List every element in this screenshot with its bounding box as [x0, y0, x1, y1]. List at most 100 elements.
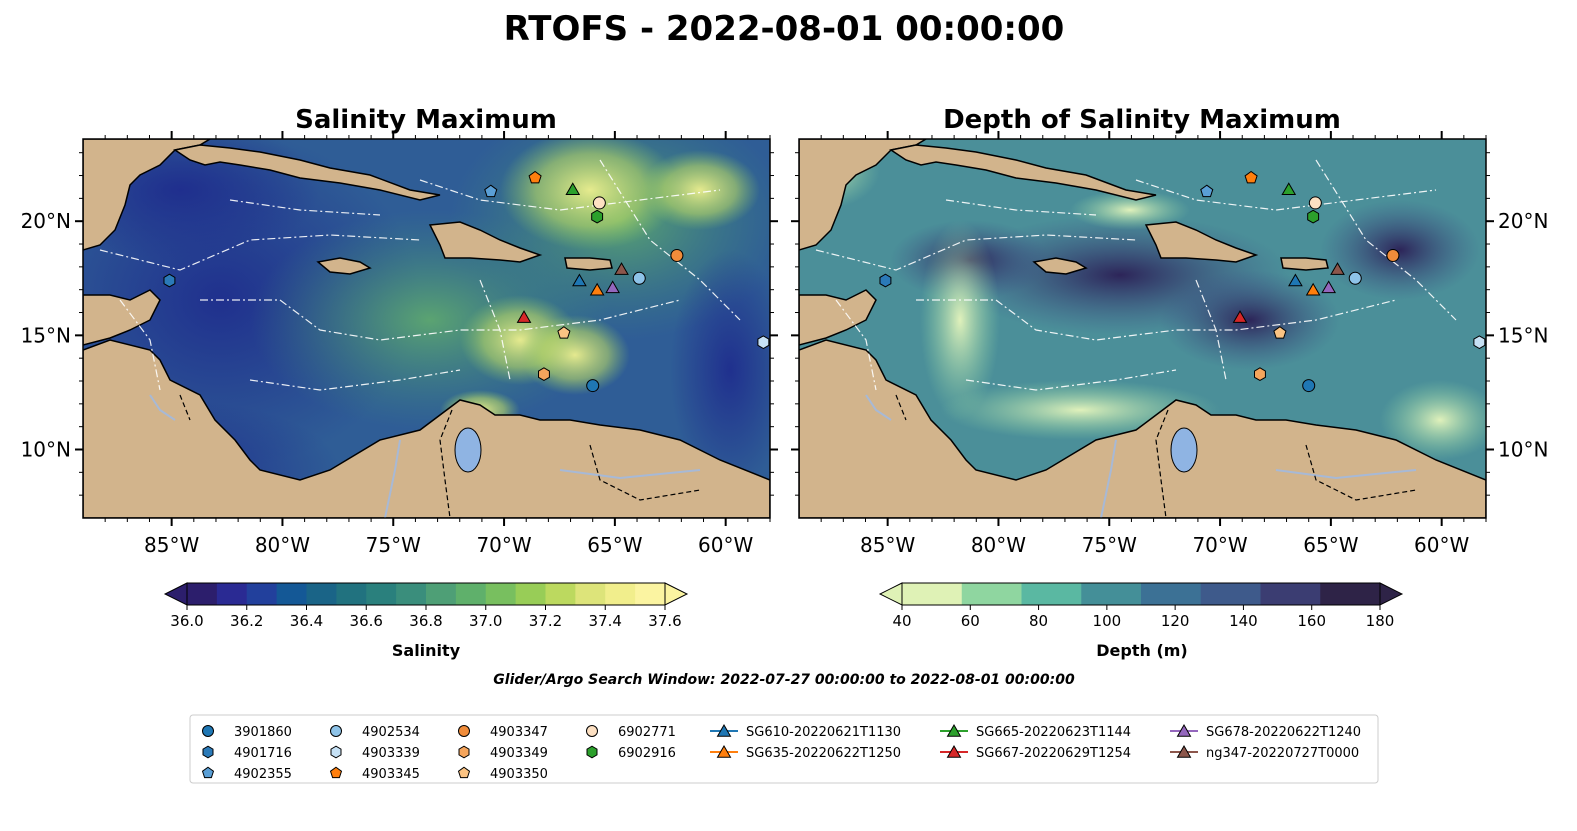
legend-item: 4903339	[330, 745, 420, 761]
legend-item: 4903347	[458, 725, 548, 740]
search-window-caption: Glider/Argo Search Window: 2022-07-27 00…	[493, 672, 1075, 688]
field-shallow-east	[1380, 380, 1486, 460]
colorbar-segment	[635, 583, 666, 605]
lon-tick-label: 80°W	[971, 533, 1026, 557]
legend-item: 4902355	[201, 766, 292, 782]
colorbar-segment	[605, 583, 636, 605]
legend-marker	[202, 725, 214, 737]
marker-SG635-20220622T1250	[589, 282, 605, 296]
legend-marker	[586, 745, 598, 759]
marker-SG665-20220623T1144	[565, 182, 581, 195]
colorbar-tick-label: 120	[1161, 612, 1190, 630]
colorbar-tick-label: 80	[1029, 612, 1048, 630]
legend-label: ng347-20220727T0000	[1206, 746, 1359, 761]
field-shallow-bahamas	[1070, 190, 1190, 230]
lon-tick-label: 65°W	[587, 533, 642, 557]
legend-marker	[1176, 745, 1192, 758]
colorbar-segment	[336, 583, 367, 605]
marker-4903347	[1386, 248, 1400, 262]
field-south-high	[520, 315, 630, 395]
marker-4903347	[670, 248, 684, 262]
axis-ticks-salinity: 85°W 80°W 75°W 70°W 65°W 60°W 20°N 15°N 10°N	[21, 131, 778, 557]
legend-label: SG635-20220622T1250	[746, 746, 901, 761]
colorbar-tick-label: 180	[1366, 612, 1395, 630]
legend-marker	[330, 725, 342, 737]
legend-item: 4902534	[330, 725, 420, 740]
marker-SG667-20220629T1254	[1232, 310, 1248, 323]
country-borders	[179, 394, 701, 518]
legend-marker	[716, 745, 732, 758]
marker-4901716	[879, 273, 892, 288]
legend-item: 4903345	[329, 766, 420, 782]
colorbar-extend-low	[163, 582, 188, 606]
marker-4903339	[757, 335, 770, 350]
field-deep-east	[1160, 270, 1340, 370]
land	[799, 139, 1486, 518]
marker-SG610-20220621T1130	[1288, 273, 1303, 287]
colorbar-tick-label: 140	[1229, 612, 1258, 630]
marker-4902355	[484, 184, 498, 198]
colorbar-tick-label: 160	[1297, 612, 1326, 630]
legend-marker	[946, 724, 962, 737]
legend-label: 4903350	[490, 767, 548, 782]
legend-label: 4902534	[362, 725, 420, 740]
legend-label: 4901716	[234, 746, 292, 761]
marker-3901860	[1302, 379, 1316, 393]
lon-tick-label: 85°W	[144, 533, 199, 557]
legend-marker	[202, 745, 214, 759]
legend-item: 6902916	[586, 745, 676, 761]
marker-4903349	[538, 367, 550, 382]
lake-maracaibo	[454, 427, 482, 473]
colorbar-segment	[485, 583, 517, 605]
legend-item: SG678-20220622T1240	[1170, 724, 1361, 740]
marker-3901860	[586, 379, 600, 393]
colorbar-segment	[366, 583, 397, 605]
marker-SG610-20220621T1130	[572, 273, 587, 287]
colorbar-segment	[216, 583, 248, 605]
lat-tick-label: 20°N	[1498, 209, 1548, 233]
observation-markers-salinity	[163, 170, 770, 393]
axes-frame-salinity	[82, 138, 771, 519]
marker-ng347-20220727T0000	[614, 262, 629, 275]
marker-4902534	[1348, 271, 1362, 285]
legend-marker	[201, 766, 215, 779]
colorbar-segment	[1320, 583, 1381, 605]
marker-ng347-20220727T0000	[1330, 262, 1345, 275]
lon-tick-label: 75°W	[366, 533, 421, 557]
panel-title-depth: Depth of Salinity Maximum	[943, 105, 1341, 135]
colorbar-tick-label: 37.4	[589, 612, 622, 630]
eez-boundaries	[815, 159, 1457, 391]
rivers	[865, 394, 1417, 518]
rivers	[149, 394, 701, 518]
marker-4903339	[1473, 335, 1486, 350]
field-deep-ne	[1320, 200, 1480, 300]
legend-label: 4903349	[490, 746, 548, 761]
legend-frame	[189, 714, 1379, 784]
legend-marker	[586, 725, 598, 737]
legend-label: 3901860	[234, 725, 292, 740]
lat-tick-label: 15°N	[1498, 323, 1548, 347]
legend-item: ng347-20220727T0000	[1170, 745, 1359, 761]
colorbar-tick-label: 37.6	[648, 612, 681, 630]
field-northeast-high	[500, 139, 680, 250]
lake-maracaibo	[1170, 427, 1198, 473]
lon-tick-label: 60°W	[698, 533, 753, 557]
marker-SG667-20220629T1254	[516, 310, 532, 323]
legend-label: SG667-20220629T1254	[976, 746, 1131, 761]
colorbar-segment	[426, 583, 457, 605]
field-shallow-coast	[920, 220, 1000, 420]
marker-6902771	[592, 196, 606, 210]
legend-item: SG665-20220623T1144	[940, 724, 1131, 740]
legend-marker	[716, 724, 732, 737]
lat-tick-label: 15°N	[21, 323, 71, 347]
legend-label: SG678-20220622T1240	[1206, 725, 1361, 740]
lon-tick-label: 60°W	[1414, 533, 1469, 557]
lat-tick-label: 10°N	[1498, 438, 1548, 462]
legend-label: 4903345	[362, 767, 420, 782]
eez-boundaries	[99, 159, 741, 391]
panel-title-salinity: Salinity Maximum	[295, 105, 557, 135]
lon-tick-label: 70°W	[476, 533, 531, 557]
colorbar-segment	[961, 583, 1023, 605]
colorbar-tick-label: 60	[961, 612, 980, 630]
colorbar-segment	[1081, 583, 1142, 605]
